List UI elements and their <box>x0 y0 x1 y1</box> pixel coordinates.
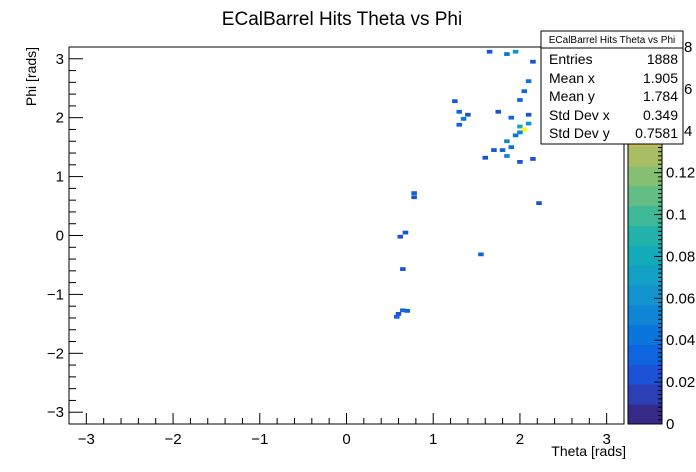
stats-value-entries: 1888 <box>647 51 678 67</box>
heatmap-cell <box>521 127 528 132</box>
heatmap-cell <box>404 309 410 313</box>
stats-label-mean-x: Mean x <box>549 70 595 86</box>
color-scale-swatch <box>628 364 662 385</box>
color-scale-swatch <box>628 324 662 346</box>
color-scale-swatch <box>628 245 662 266</box>
heatmap-cell <box>504 139 510 144</box>
x-axis: −3 −2 −1 0 1 2 3 <box>68 413 625 448</box>
x-tick-label: −3 <box>78 431 95 448</box>
stats-label-mean-y: Mean y <box>549 88 595 104</box>
heatmap-cell <box>525 121 532 126</box>
chart-title: ECalBarrel Hits Theta vs Phi <box>222 9 462 30</box>
x-tick-label: −1 <box>251 431 268 448</box>
heatmap-cell <box>521 89 528 94</box>
heatmap-cell <box>452 99 458 104</box>
y-tick-label: −2 <box>47 345 64 362</box>
heatmap-cell <box>460 116 467 121</box>
heatmap-cell <box>465 112 471 117</box>
heatmap-cell <box>508 145 515 150</box>
heatmap-cell <box>402 230 409 235</box>
heatmap-cell <box>525 79 532 84</box>
heatmap-cell <box>525 112 532 117</box>
heatmap-cell <box>508 115 515 120</box>
stats-value-std-dev-x: 0.349 <box>643 107 678 123</box>
stats-box-frame <box>540 30 684 145</box>
y-tick-label: −3 <box>47 404 64 421</box>
heatmap-cell <box>530 59 536 64</box>
heatmap-cell <box>411 195 417 200</box>
x-tick-label: 3 <box>602 431 610 448</box>
z-tick-label: 0.08 <box>666 248 695 265</box>
stats-box-title: ECalBarrel Hits Theta vs Phi <box>549 35 676 46</box>
x-tick-label: 2 <box>516 431 524 448</box>
y-tick-label: 3 <box>56 51 64 68</box>
heatmap-cells <box>394 49 542 319</box>
heatmap-cell <box>517 130 523 135</box>
heatmap-cell <box>530 157 536 161</box>
stats-value-mean-x: 1.905 <box>643 70 678 86</box>
y-axis: −3 −2 −1 0 1 2 3 <box>47 46 83 425</box>
stats-label-std-dev-x: Std Dev x <box>549 107 610 123</box>
color-scale-swatch <box>628 166 662 187</box>
heatmap-cell <box>400 308 406 313</box>
z-tick-label: 0 <box>666 416 674 433</box>
heatmap-cell <box>512 133 519 138</box>
heatmap-cell <box>512 49 519 54</box>
z-tick-label-partial: 6 <box>684 81 692 98</box>
stats-box: ECalBarrel Hits Theta vs Phi Entries 188… <box>540 30 684 145</box>
heatmap-cell <box>395 311 402 316</box>
z-tick-label: 0.04 <box>666 332 695 349</box>
z-tick-label: 0.12 <box>666 165 695 182</box>
color-scale-swatch <box>628 146 662 167</box>
z-tick-label-partial: 8 <box>684 39 692 56</box>
heatmap-cell <box>517 98 523 102</box>
heatmap-cell <box>495 109 502 114</box>
heatmap-cell <box>486 49 493 54</box>
heatmap-cell <box>478 252 484 257</box>
color-scale-swatch <box>628 304 662 326</box>
color-scale-swatch <box>628 384 662 405</box>
color-scale-swatch <box>628 185 662 207</box>
heatmap-cell <box>517 159 523 164</box>
z-tick-label: 0.02 <box>666 374 695 391</box>
color-scale-swatch <box>628 404 662 425</box>
stats-value-std-dev-y: 0.7581 <box>635 125 678 141</box>
heatmap-cell <box>400 267 406 271</box>
y-tick-label: 2 <box>56 110 64 127</box>
heatmap-cell <box>499 148 506 152</box>
x-tick-label: 1 <box>429 431 437 448</box>
heatmap-cell <box>482 155 489 160</box>
y-tick-label: 1 <box>56 169 64 186</box>
y-tick-label: −1 <box>47 286 64 303</box>
z-tick-label-partial: 4 <box>684 123 692 140</box>
color-scale-swatch <box>628 344 662 365</box>
heatmap-cell <box>491 148 497 152</box>
color-scale-swatch <box>628 285 662 306</box>
x-tick-label: −2 <box>165 431 182 448</box>
heatmap-cell <box>536 201 542 205</box>
y-axis-label: Phi [rads] <box>23 47 39 106</box>
stats-label-std-dev-y: Std Dev y <box>549 125 610 141</box>
heatmap-cell <box>456 109 463 114</box>
heatmap-cell <box>456 122 463 127</box>
y-tick-label: 0 <box>56 228 64 245</box>
heatmap-cell <box>394 314 400 319</box>
color-scale-swatch <box>628 265 662 286</box>
color-scale-swatch <box>628 225 662 246</box>
x-tick-label: 0 <box>342 431 350 448</box>
stats-label-entries: Entries <box>549 51 593 67</box>
x-axis-label: Theta [rads] <box>551 443 626 459</box>
heatmap-cell <box>504 154 510 158</box>
heatmap-cell <box>411 191 417 195</box>
z-tick-label: 0.06 <box>666 290 695 307</box>
heatmap-cell <box>397 234 404 239</box>
heatmap-cell <box>517 124 523 129</box>
z-tick-label: 0.1 <box>666 207 687 224</box>
heatmap-cell <box>504 52 510 56</box>
stats-value-mean-y: 1.784 <box>643 88 678 104</box>
color-scale-swatch <box>628 205 662 226</box>
